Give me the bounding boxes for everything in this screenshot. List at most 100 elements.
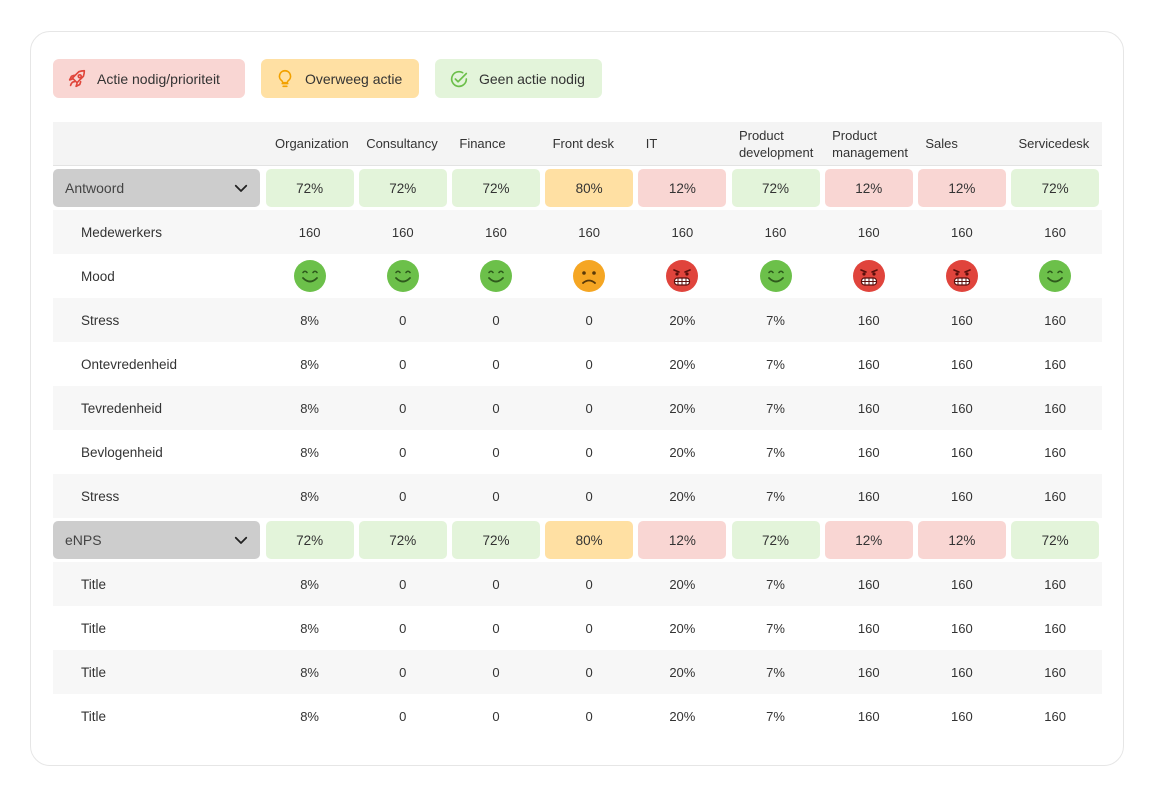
table-cell: 160 — [671, 224, 694, 240]
table-cell: 160 — [857, 664, 880, 680]
row-label: Title — [81, 576, 107, 592]
table-cell: 160 — [1044, 312, 1066, 328]
mood-angry-icon — [852, 260, 886, 292]
table-cell: 160 — [485, 224, 507, 240]
column-header[interactable]: Product management — [832, 127, 909, 160]
table-cell: 160 — [391, 224, 414, 240]
table-row: Medewerkers 160 160 160 160 160 160 160 160 160 — [53, 210, 1102, 254]
column-header[interactable]: Product development — [738, 127, 814, 160]
mood-happy-icon — [1038, 260, 1072, 292]
table-cell: 0 — [585, 620, 593, 636]
mood-cell — [356, 259, 449, 293]
summary-pill: 72% — [451, 521, 540, 559]
table-cell: 7% — [766, 400, 785, 416]
summary-pill: 72% — [265, 169, 354, 207]
summary-pill: 72% — [358, 169, 447, 207]
table-cell: 0 — [492, 400, 500, 416]
summary-pill: 72% — [1011, 169, 1100, 207]
rocket-icon — [65, 67, 89, 91]
table-cell: 160 — [857, 444, 880, 460]
row-label: Ontevredenheid — [81, 356, 178, 372]
summary-pill: 12% — [917, 521, 1006, 559]
chevron-down-icon[interactable] — [232, 179, 250, 197]
column-header[interactable]: Finance — [459, 136, 506, 151]
table-cell: 160 — [951, 224, 973, 240]
table-cell: 20% — [669, 576, 696, 592]
table-cell: 160 — [298, 224, 321, 240]
table-row: Ontevredenheid 8% 0 0 0 20% 7% 160 160 160 — [53, 342, 1102, 386]
table-row: Stress 8% 0 0 0 20% 7% 160 160 160 — [53, 474, 1102, 518]
mood-happy-icon — [293, 260, 327, 292]
table-cell: 160 — [951, 488, 973, 504]
table-cell: 160 — [951, 356, 973, 372]
table-cell: 8% — [300, 312, 319, 328]
summary-pill: 12% — [638, 521, 727, 559]
table-cell: 0 — [585, 356, 593, 372]
table-cell: 160 — [857, 620, 880, 636]
row-label: Stress — [81, 488, 120, 504]
column-header[interactable]: Servicedesk — [1018, 136, 1090, 151]
legend-chip-action-required[interactable]: Actie nodig/prioriteit — [53, 59, 245, 98]
table-cell: 20% — [669, 312, 696, 328]
table-cell: 160 — [857, 400, 880, 416]
mood-cell — [1009, 259, 1102, 293]
table-cell: 8% — [300, 488, 319, 504]
legend: Actie nodig/prioriteit Overweeg actie Ge… — [53, 59, 602, 98]
table-cell: 0 — [585, 400, 593, 416]
table-cell: 160 — [1044, 708, 1066, 724]
table-cell: 7% — [766, 444, 785, 460]
table-cell: 160 — [951, 312, 973, 328]
column-header[interactable]: Sales — [925, 136, 958, 151]
table-row: Title 8% 0 0 0 20% 7% 160 160 160 — [53, 694, 1102, 738]
table-cell: 7% — [766, 576, 785, 592]
row-label: Title — [81, 664, 107, 680]
summary-pill: 72% — [731, 169, 820, 207]
mood-cell — [543, 259, 636, 293]
table-cell: 160 — [1044, 356, 1066, 372]
legend-chip-no-action[interactable]: Geen actie nodig — [435, 59, 602, 98]
summary-pill: 72% — [358, 521, 447, 559]
table-cell: 20% — [669, 488, 696, 504]
table-cell: 160 — [1044, 620, 1066, 636]
table-cell: 160 — [764, 224, 787, 240]
table-cell: 0 — [399, 444, 407, 460]
group-row-enps: eNPS 72% 72% 72% 80% 12% 72% 12% 12% 72% — [53, 518, 1102, 562]
mood-cell — [263, 259, 356, 293]
table-header: Organization Consultancy Finance Front desk… — [53, 122, 1102, 166]
mood-angry-icon — [945, 260, 979, 292]
column-header[interactable]: Front desk — [552, 136, 614, 151]
table-cell: 8% — [300, 664, 319, 680]
table-cell: 160 — [1044, 400, 1066, 416]
column-header[interactable]: Consultancy — [366, 136, 438, 151]
summary-pill: 12% — [824, 521, 913, 559]
column-header[interactable]: IT — [645, 136, 658, 151]
table-cell: 0 — [399, 576, 407, 592]
table-cell: 160 — [1044, 444, 1066, 460]
chevron-down-icon[interactable] — [232, 531, 250, 549]
table-cell: 0 — [585, 488, 593, 504]
legend-chip-consider-action[interactable]: Overweeg actie — [261, 59, 419, 98]
group-title: Antwoord — [65, 180, 125, 196]
summary-pill: 12% — [638, 169, 727, 207]
table-cell: 20% — [669, 400, 696, 416]
mood-happy-icon — [759, 260, 793, 292]
table-cell: 0 — [399, 620, 407, 636]
column-header[interactable]: Organization — [275, 136, 349, 151]
table-cell: 160 — [1044, 576, 1066, 592]
table-cell: 7% — [766, 664, 785, 680]
summary-pill: 80% — [545, 521, 634, 559]
group-dropdown[interactable]: Antwoord — [53, 169, 260, 207]
table-cell: 7% — [766, 708, 785, 724]
table-row: Mood — [53, 254, 1102, 298]
group-dropdown[interactable]: eNPS — [53, 521, 260, 559]
table-cell: 0 — [492, 356, 500, 372]
table-cell: 20% — [669, 356, 696, 372]
table-cell: 160 — [857, 312, 880, 328]
table-cell: 8% — [300, 620, 319, 636]
table-cell: 0 — [492, 576, 500, 592]
table-cell: 20% — [669, 664, 696, 680]
legend-label: Geen actie nodig — [479, 70, 585, 87]
table-cell: 0 — [492, 488, 500, 504]
table-cell: 0 — [399, 356, 407, 372]
table-cell: 160 — [951, 620, 973, 636]
